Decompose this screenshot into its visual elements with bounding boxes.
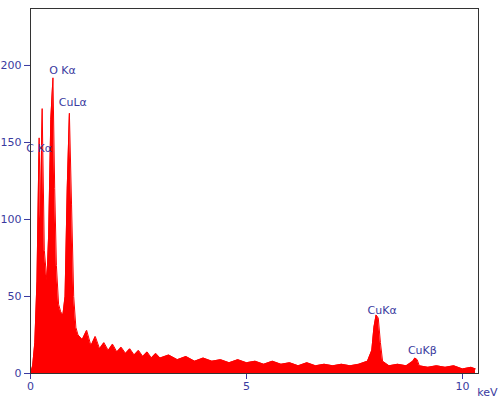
svg-text:CuKβ: CuKβ	[408, 344, 437, 357]
svg-text:100: 100	[1, 213, 22, 226]
svg-text:0: 0	[27, 380, 34, 393]
svg-text:10: 10	[456, 380, 470, 393]
svg-text:5: 5	[243, 380, 250, 393]
svg-text:O Kα: O Kα	[49, 64, 76, 77]
svg-text:CuLα: CuLα	[59, 96, 87, 109]
svg-text:C Kα: C Kα	[26, 142, 52, 156]
svg-text:50: 50	[8, 290, 22, 303]
svg-text:150: 150	[1, 136, 22, 149]
svg-text:0: 0	[15, 367, 22, 380]
svg-text:200: 200	[1, 59, 22, 72]
svg-text:CuKα: CuKα	[368, 304, 397, 317]
svg-text:keV: keV	[477, 386, 498, 397]
